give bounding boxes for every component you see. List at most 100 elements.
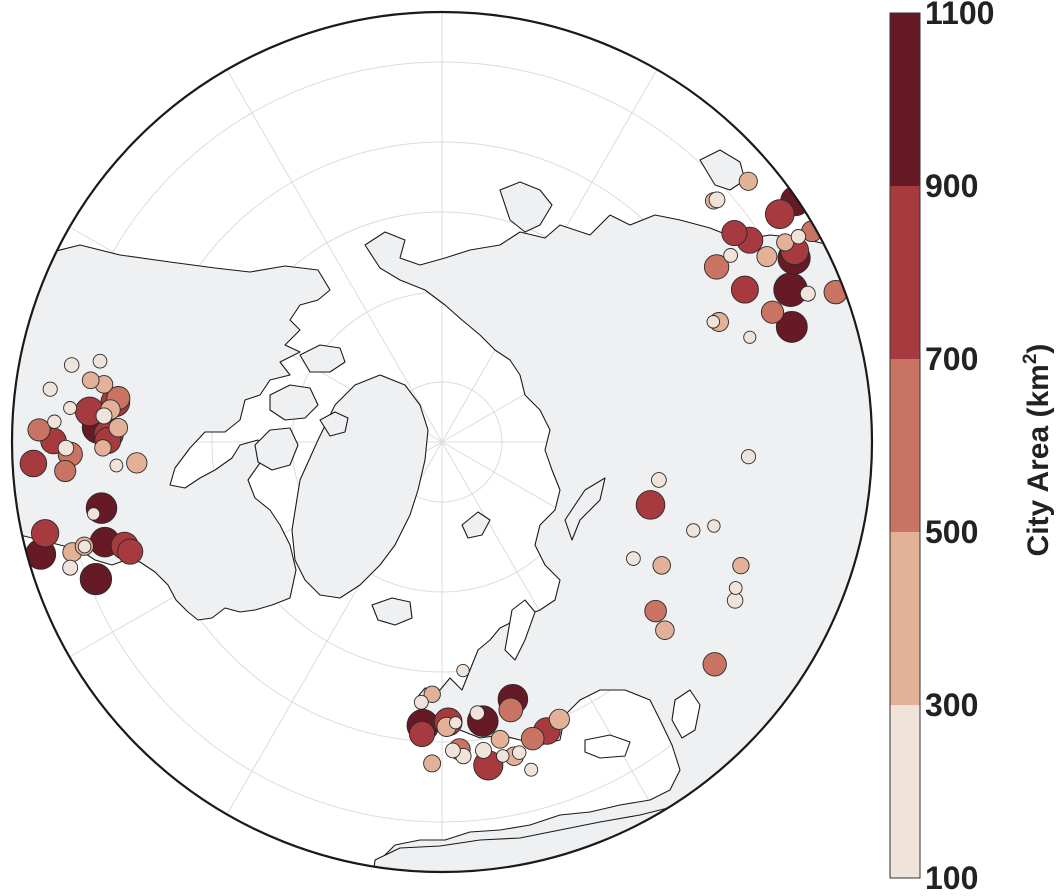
city-marker-central-asia-middle-east bbox=[740, 449, 757, 465]
colorbar-tick-label: 700 bbox=[925, 341, 978, 377]
city-marker-central-asia-middle-east bbox=[707, 519, 721, 533]
land-svalbard bbox=[461, 511, 491, 539]
city-marker-europe bbox=[423, 754, 442, 773]
city-marker-north-america bbox=[81, 371, 100, 390]
city-marker-north-america bbox=[79, 562, 113, 596]
city-marker-central-asia-middle-east bbox=[726, 592, 744, 609]
city-marker-north-america bbox=[63, 357, 80, 373]
city-marker-central-asia-middle-east bbox=[644, 599, 667, 623]
city-marker-east-asia bbox=[730, 275, 759, 304]
colorbar-segment-0 bbox=[890, 705, 920, 878]
city-marker-europe bbox=[490, 729, 510, 749]
city-marker-central-asia-middle-east bbox=[626, 551, 641, 566]
colorbar-segment-4 bbox=[890, 13, 920, 186]
land-black-sea bbox=[584, 734, 631, 759]
land-iceland bbox=[371, 597, 413, 626]
city-marker-central-asia-middle-east bbox=[702, 652, 727, 677]
colorbar-tick-labels: 1100 900 700 500 300 100 bbox=[925, 0, 994, 896]
land-arctic-islands-2 bbox=[299, 344, 346, 373]
colorbar-segment-1 bbox=[890, 532, 920, 705]
city-marker-north-america bbox=[94, 439, 112, 457]
city-marker-east-asia bbox=[703, 254, 730, 280]
colorbar-tick-label: 1100 bbox=[925, 0, 994, 31]
land-baffin bbox=[254, 427, 299, 471]
city-marker-central-asia-middle-east bbox=[651, 472, 667, 488]
city-marker-europe bbox=[469, 705, 485, 721]
colorbar bbox=[889, 12, 921, 879]
city-marker-north-america bbox=[30, 519, 60, 548]
colorbar-segment-2 bbox=[890, 359, 920, 532]
colorbar-tick-label: 300 bbox=[925, 687, 978, 723]
colorbar-title-close: ) bbox=[1022, 344, 1055, 354]
city-marker-north-america bbox=[126, 452, 148, 474]
city-marker-east-asia bbox=[738, 171, 758, 191]
city-markers bbox=[19, 171, 848, 781]
land-caspian bbox=[671, 689, 701, 739]
city-marker-north-america bbox=[117, 538, 144, 565]
land-kamchatka bbox=[499, 181, 553, 233]
city-marker-north-america bbox=[57, 439, 75, 457]
globe-outline bbox=[10, 10, 874, 874]
city-marker-europe bbox=[524, 762, 539, 777]
city-marker-europe bbox=[496, 749, 510, 763]
land-arctic-islands-1 bbox=[269, 384, 319, 421]
city-marker-central-asia-middle-east bbox=[655, 620, 675, 640]
colorbar-tick-label: 500 bbox=[925, 514, 978, 550]
city-marker-east-asia bbox=[799, 285, 816, 302]
city-marker-central-asia-middle-east bbox=[732, 556, 750, 575]
city-marker-central-asia-middle-east bbox=[728, 581, 743, 595]
city-marker-europe bbox=[408, 720, 436, 748]
city-marker-north-america bbox=[108, 417, 129, 438]
city-marker-east-asia bbox=[760, 300, 785, 324]
city-marker-europe bbox=[475, 741, 492, 759]
city-marker-north-america bbox=[86, 507, 101, 521]
city-marker-central-asia-middle-east bbox=[686, 523, 701, 538]
city-marker-north-america bbox=[54, 459, 77, 483]
land-scandinavia-gap bbox=[504, 599, 536, 661]
city-marker-north-america bbox=[63, 401, 78, 415]
colorbar-segment-3 bbox=[890, 186, 920, 359]
city-marker-north-america bbox=[42, 381, 58, 397]
city-marker-europe bbox=[456, 663, 470, 678]
city-marker-north-america bbox=[95, 407, 113, 425]
city-marker-europe bbox=[423, 685, 441, 703]
city-marker-europe bbox=[498, 697, 524, 723]
city-marker-europe bbox=[548, 708, 570, 730]
city-marker-east-asia bbox=[743, 330, 757, 344]
city-marker-east-asia bbox=[723, 248, 738, 263]
city-marker-north-america bbox=[19, 449, 48, 478]
land-arctic-islands-3 bbox=[319, 411, 349, 437]
city-marker-europe bbox=[511, 745, 527, 760]
city-marker-north-america bbox=[92, 353, 108, 369]
city-marker-central-asia-middle-east bbox=[635, 490, 666, 520]
city-marker-east-asia bbox=[756, 246, 778, 268]
city-marker-north-america bbox=[77, 539, 92, 554]
city-marker-central-asia-middle-east bbox=[652, 556, 671, 575]
city-marker-north-america bbox=[109, 458, 124, 473]
colorbar-tick-label: 100 bbox=[925, 860, 978, 896]
colorbar-frame bbox=[889, 12, 921, 879]
colorbar-title-superscript: 2 bbox=[1020, 354, 1041, 365]
city-marker-east-asia bbox=[764, 199, 795, 229]
city-marker-europe bbox=[449, 716, 463, 730]
land-north-america bbox=[12, 244, 331, 621]
colorbar-title: City Area (km2) bbox=[1020, 344, 1055, 557]
city-marker-east-asia bbox=[706, 315, 721, 329]
city-marker-east-asia bbox=[790, 229, 807, 245]
city-marker-east-asia bbox=[775, 310, 808, 343]
city-marker-east-asia bbox=[822, 223, 837, 238]
land-novaya-zemlya bbox=[564, 477, 606, 541]
city-marker-europe bbox=[413, 694, 429, 710]
city-marker-east-asia bbox=[708, 191, 726, 209]
city-marker-europe bbox=[445, 742, 461, 759]
graticule-meridian bbox=[226, 69, 443, 443]
city-marker-east-asia bbox=[721, 219, 748, 247]
city-marker-north-america bbox=[27, 418, 51, 442]
city-marker-north-america bbox=[47, 414, 62, 429]
city-marker-north-america bbox=[62, 559, 79, 576]
city-marker-europe bbox=[520, 726, 545, 751]
colorbar-tick-label: 900 bbox=[925, 168, 978, 204]
colorbar-title-main: City Area (km bbox=[1022, 364, 1055, 556]
land-greenland bbox=[291, 374, 429, 599]
